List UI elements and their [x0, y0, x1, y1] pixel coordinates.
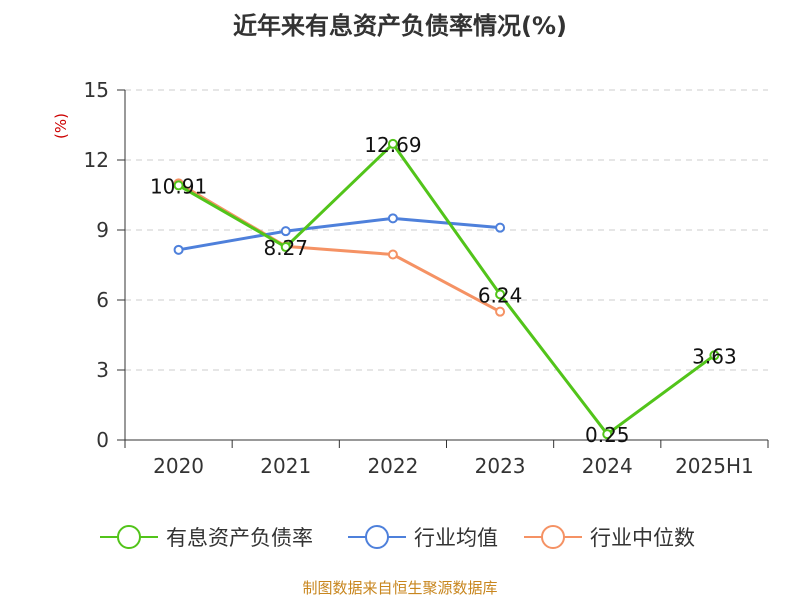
legend-marker-icon — [541, 525, 565, 549]
data-point — [602, 429, 613, 440]
axis-layer: 0 3 6 9 12 15 (%) 2020 2021 2022 2023 2024 2025H1 — [52, 78, 769, 478]
chart-title: 近年来有息资产负债率情况(%) — [233, 12, 567, 40]
y-tick-label: 12 — [84, 148, 109, 172]
series-line-1 — [178, 216, 501, 252]
x-tick-label: 2023 — [475, 454, 526, 478]
data-label: 8.27 — [263, 236, 308, 260]
x-tick-label: 2021 — [260, 454, 311, 478]
data-label: 0.25 — [585, 423, 630, 447]
y-tick-label: 6 — [96, 288, 109, 312]
legend-marker-icon — [365, 525, 389, 549]
data-point — [495, 289, 506, 300]
legend-label: 行业均值 — [414, 526, 498, 550]
data-point — [387, 138, 398, 149]
data-label: 10.91 — [150, 174, 207, 198]
data-point — [173, 244, 184, 255]
legend-item: 行业中位数 — [524, 525, 695, 550]
legend-item: 有息资产负债率 — [100, 525, 313, 550]
series-layer — [173, 138, 720, 440]
legend-item: 行业均值 — [348, 525, 498, 550]
y-tick-label: 3 — [96, 358, 109, 382]
y-tick-label: 15 — [84, 78, 109, 102]
x-tick-label: 2024 — [582, 454, 633, 478]
data-label: 3.63 — [692, 344, 737, 368]
data-point — [495, 222, 506, 233]
x-tick-label: 2020 — [153, 454, 204, 478]
series-line-2 — [177, 182, 501, 313]
data-point — [173, 180, 184, 191]
y-tick-label: 9 — [96, 218, 109, 242]
series-line-0 — [177, 142, 716, 436]
data-point — [280, 242, 291, 253]
legend-label: 有息资产负债率 — [166, 526, 313, 550]
data-label: 12.69 — [364, 133, 421, 157]
legend-marker-icon — [117, 525, 141, 549]
legend: 有息资产负债率 行业均值 行业中位数 — [100, 525, 695, 550]
data-point — [495, 306, 506, 317]
x-tick-label: 2025H1 — [675, 454, 754, 478]
y-axis-unit: (%) — [52, 113, 70, 139]
data-point — [709, 350, 720, 361]
grid-layer — [125, 89, 768, 371]
y-tick-label: 0 — [96, 428, 109, 452]
data-point — [387, 249, 398, 260]
data-point — [387, 213, 398, 224]
data-label: 6.24 — [478, 283, 523, 307]
legend-label: 行业中位数 — [590, 526, 695, 550]
data-label-layer: 10.91 8.27 12.69 6.24 0.25 3.63 — [150, 133, 737, 447]
source-note: 制图数据来自恒生聚源数据库 — [302, 579, 498, 597]
data-point — [280, 226, 291, 237]
x-tick-label: 2022 — [367, 454, 418, 478]
